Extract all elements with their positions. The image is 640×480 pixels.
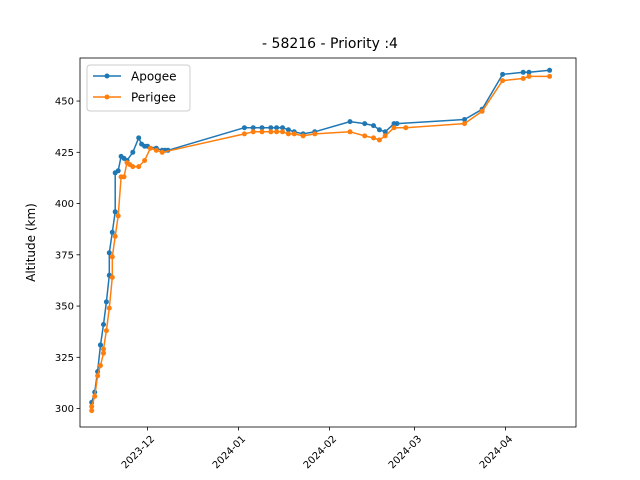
legend-perigee-label: Perigee xyxy=(131,91,176,105)
perigee-point xyxy=(250,129,256,135)
perigee-point xyxy=(109,254,115,260)
perigee-point xyxy=(391,125,397,131)
perigee-point xyxy=(241,131,247,137)
apogee-point xyxy=(115,168,121,174)
perigee-point xyxy=(103,328,109,334)
perigee-point xyxy=(479,108,485,114)
apogee-point xyxy=(112,209,118,215)
perigee-point xyxy=(500,78,506,84)
plot-frame xyxy=(79,57,577,428)
perigee-point xyxy=(291,131,297,137)
perigee-point xyxy=(285,131,291,137)
y-tick-label: 300 xyxy=(55,404,74,415)
y-tick-label: 450 xyxy=(55,97,74,108)
perigee-point xyxy=(98,363,103,368)
legend-perigee-marker xyxy=(104,94,110,100)
perigee-point xyxy=(403,125,409,131)
perigee-point xyxy=(115,213,121,219)
perigee-point xyxy=(112,233,118,239)
apogee-point xyxy=(500,71,506,77)
apogee-point xyxy=(382,129,388,135)
apogee-point xyxy=(274,125,280,131)
perigee-point xyxy=(362,133,368,139)
y-tick-label: 325 xyxy=(55,353,74,364)
apogee-point xyxy=(136,135,142,141)
perigee-point xyxy=(312,131,318,137)
y-tick-label: 425 xyxy=(55,148,74,159)
perigee-series xyxy=(89,73,553,414)
perigee-point xyxy=(376,137,382,143)
apogee-point xyxy=(376,127,382,133)
legend-apogee-label: Apogee xyxy=(131,70,177,84)
apogee-point xyxy=(250,125,256,131)
perigee-point xyxy=(101,346,106,352)
perigee-point xyxy=(121,174,127,180)
perigee-point xyxy=(347,129,353,135)
perigee-point xyxy=(153,147,159,153)
apogee-point xyxy=(285,127,291,133)
perigee-point xyxy=(526,73,532,79)
apogee-point xyxy=(362,121,368,127)
perigee-point xyxy=(520,76,526,81)
y-tick-label: 400 xyxy=(55,199,74,210)
apogee-point xyxy=(280,125,285,131)
apogee-point xyxy=(103,299,109,305)
apogee-point xyxy=(371,123,376,129)
y-axis-title: Altitude (km) xyxy=(24,203,38,282)
perigee-point xyxy=(300,133,306,139)
apogee-point xyxy=(347,119,353,125)
perigee-point xyxy=(382,133,388,139)
perigee-point xyxy=(462,121,467,127)
legend: Apogee Perigee xyxy=(86,64,191,112)
perigee-point xyxy=(109,274,115,280)
apogee-point xyxy=(109,229,115,235)
perigee-point xyxy=(371,135,376,141)
perigee-point xyxy=(106,305,112,311)
perigee-point xyxy=(547,73,553,79)
perigee-point xyxy=(147,145,153,151)
legend-apogee-marker xyxy=(104,73,110,79)
apogee-point xyxy=(526,69,532,75)
perigee-point xyxy=(142,158,148,163)
y-tick-label: 350 xyxy=(55,302,74,313)
y-tick-label: 375 xyxy=(55,250,74,261)
perigee-point xyxy=(89,404,95,409)
perigee-point xyxy=(159,149,165,155)
perigee-point xyxy=(92,393,98,399)
perigee-point xyxy=(136,164,142,170)
apogee-point xyxy=(241,125,247,131)
apogee-point xyxy=(268,125,274,131)
apogee-point xyxy=(101,322,106,327)
apogee-point xyxy=(130,149,136,155)
perigee-point xyxy=(101,350,106,356)
perigee-line xyxy=(90,75,550,411)
perigee-point xyxy=(280,129,285,135)
perigee-point xyxy=(268,129,274,135)
apogee-point xyxy=(547,67,553,73)
perigee-point xyxy=(274,129,280,135)
perigee-point xyxy=(130,164,136,170)
apogee-point xyxy=(394,121,400,127)
apogee-point xyxy=(98,342,103,348)
perigee-point xyxy=(89,408,95,414)
apogee-point xyxy=(259,125,265,131)
perigee-point xyxy=(259,129,265,135)
chart-title: - 58216 - Priority :4 xyxy=(262,36,398,52)
apogee-point xyxy=(462,117,467,122)
perigee-point xyxy=(95,373,101,379)
apogee-point xyxy=(106,250,112,256)
apogee-point xyxy=(520,69,526,75)
